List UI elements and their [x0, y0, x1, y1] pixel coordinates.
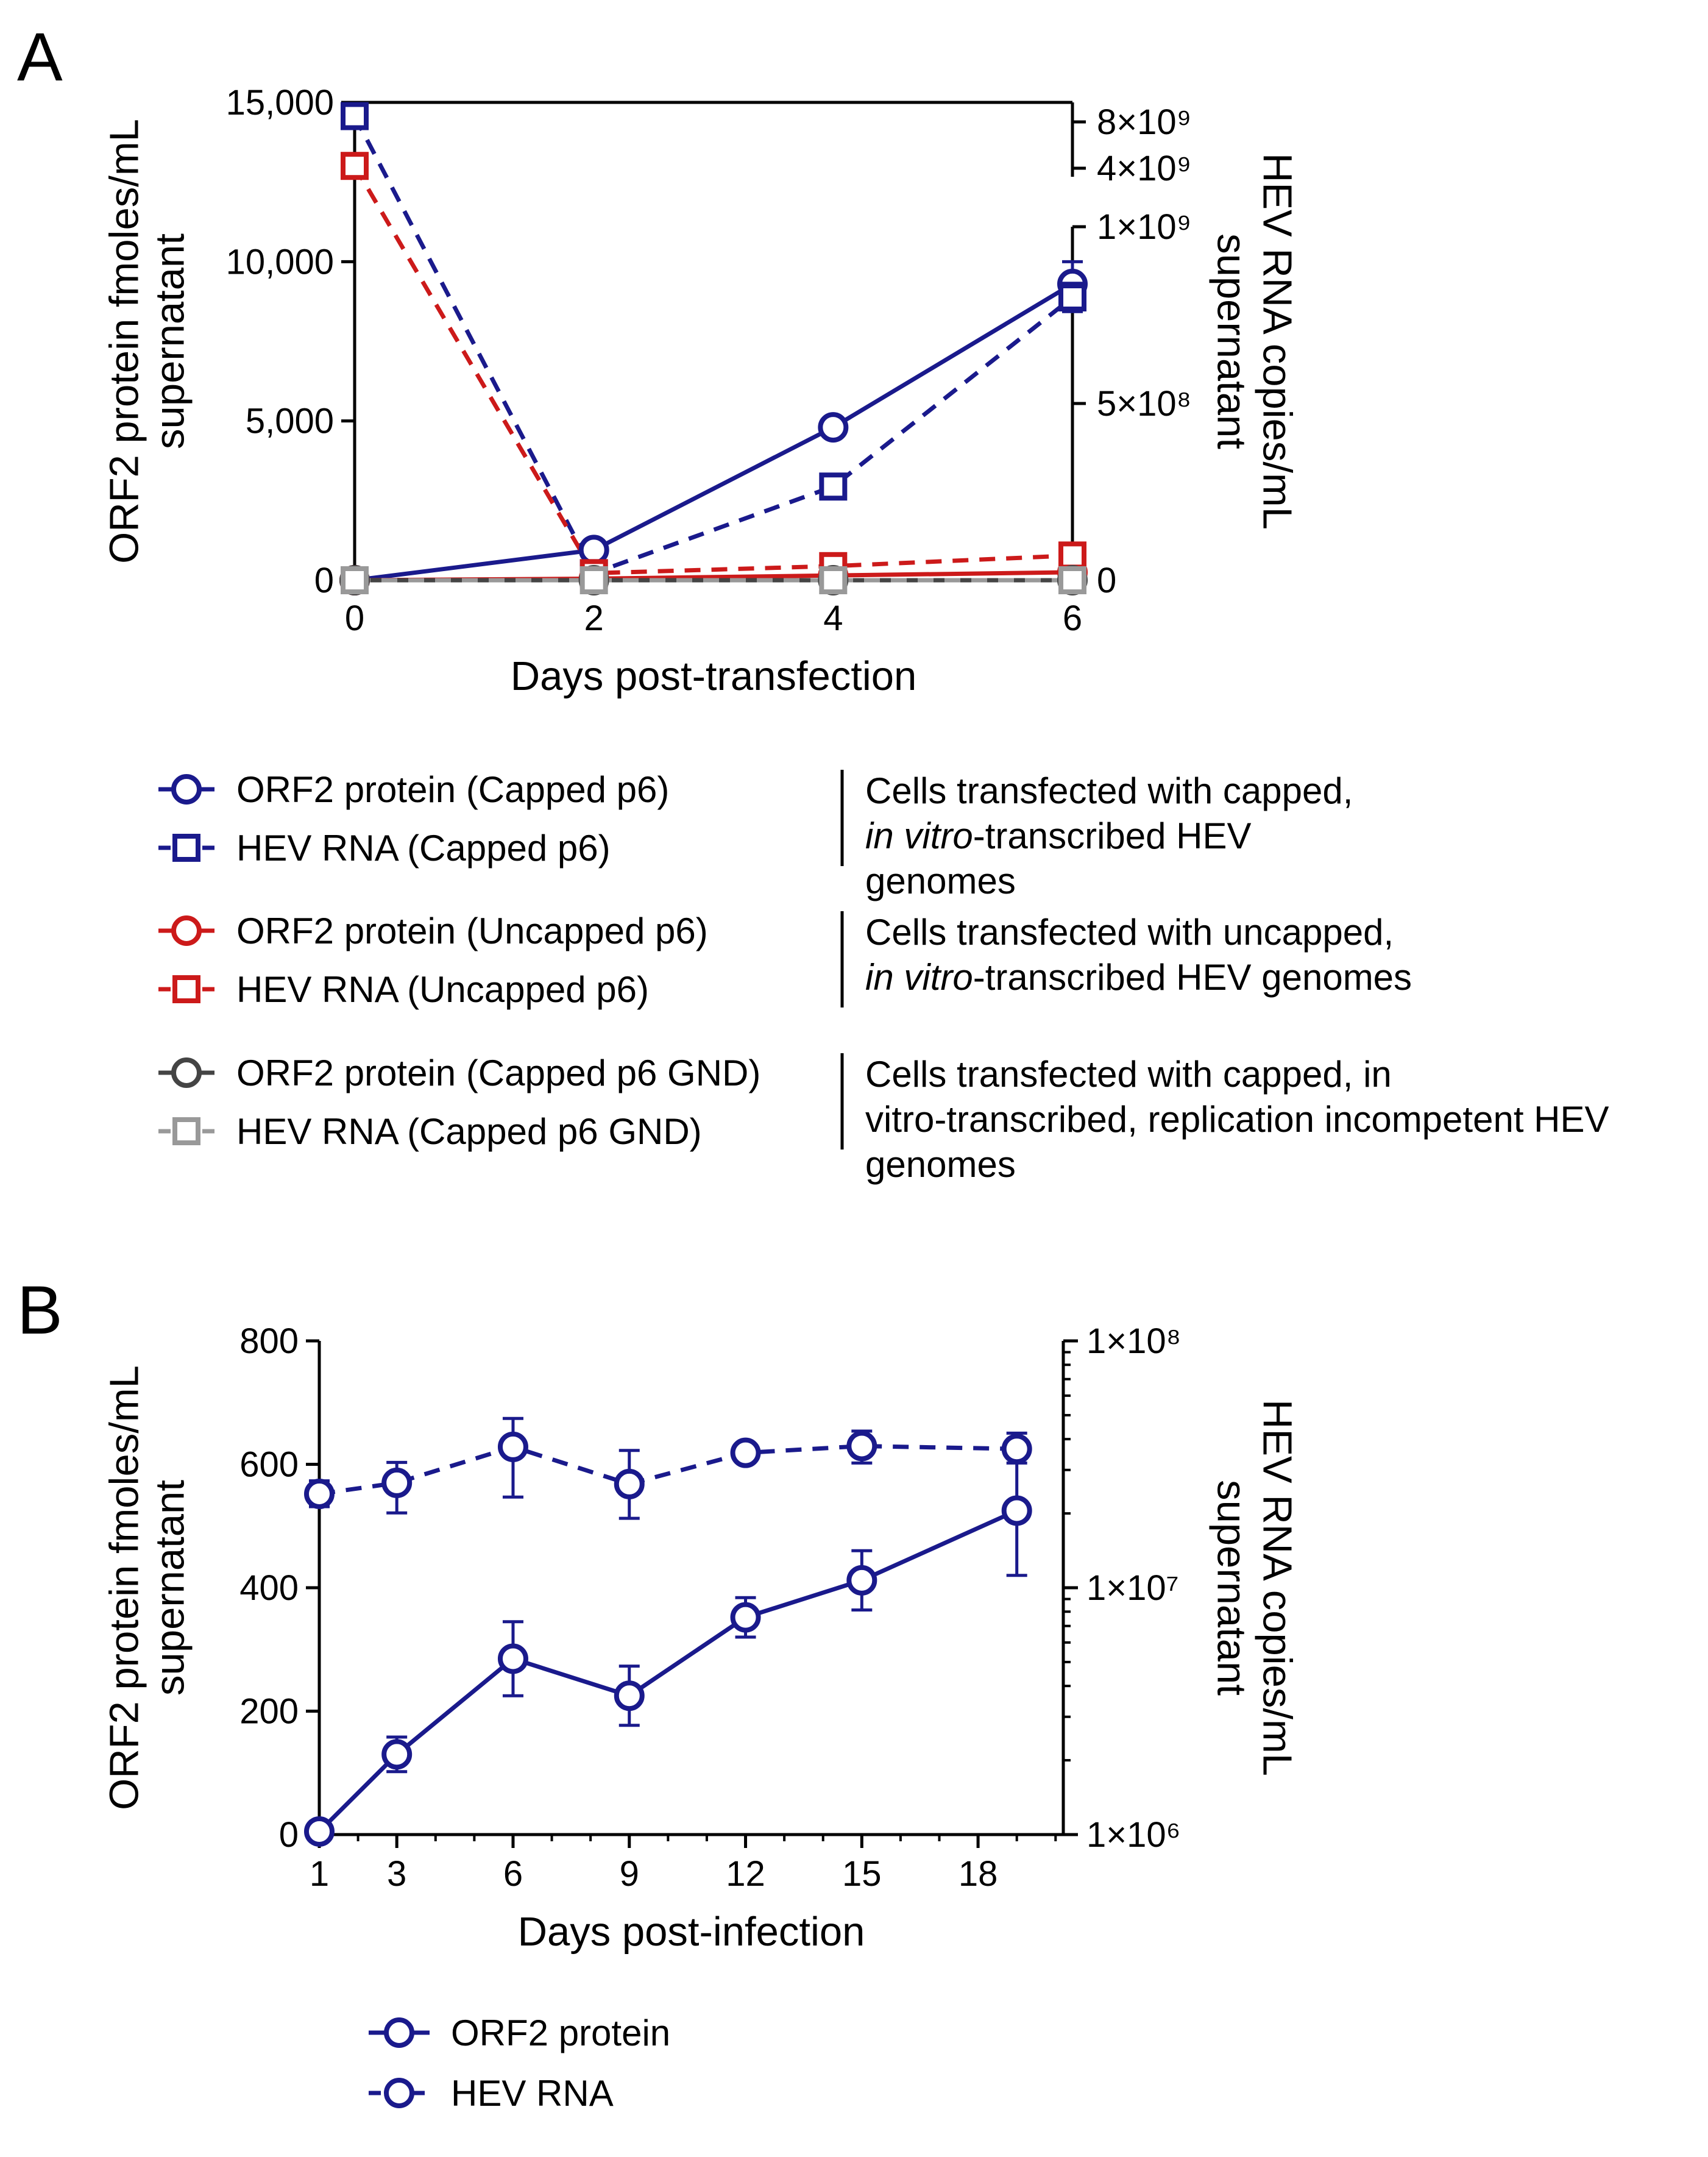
y2-tick-label-b: 1×10⁷ [1086, 1568, 1179, 1608]
data-point-b-rna [381, 1467, 413, 1498]
legend-label-a: ORF2 protein (Capped p6) [236, 769, 669, 810]
legend-marker-b [384, 2078, 414, 2108]
legend-note-a: in vitro-transcribed HEV genomes [865, 957, 1412, 998]
y-tick-label-a: 10,000 [226, 242, 334, 282]
y2-tick-label-a: 1×10⁹ [1097, 207, 1191, 247]
legend-marker-a [171, 1057, 202, 1088]
legend-label-a: HEV RNA (Uncapped p6) [236, 969, 649, 1010]
y-axis-label-a-line: supernatant [147, 233, 193, 449]
data-point-a [1058, 283, 1086, 311]
y-tick-label-b: 800 [239, 1321, 299, 1361]
x-tick-label-a: 0 [345, 599, 364, 638]
legend-note-a: genomes [865, 1144, 1016, 1185]
data-point-a [341, 566, 369, 594]
y-axis-label-b-line: ORF2 protein fmoles/mL [102, 1365, 147, 1810]
data-point-b-rna [1001, 1434, 1032, 1465]
legend-note-a: vitro-transcribed, replication incompete… [865, 1099, 1609, 1140]
data-point-a [578, 535, 609, 566]
panel-label-a: A [17, 19, 63, 95]
y-axis-label-a: ORF2 protein fmoles/mL supernatant [102, 119, 193, 564]
x-tick-label-b: 3 [387, 1854, 406, 1894]
y2-tick-label-a: 5×10⁸ [1097, 384, 1191, 424]
data-point-a [1058, 566, 1086, 594]
legend-marker-a [172, 975, 200, 1003]
series-line-a-3 [352, 165, 1073, 575]
data-point-a [1058, 541, 1086, 570]
data-point-a [579, 566, 608, 594]
y2-tick-label-a: 0 [1097, 561, 1116, 600]
x-tick-label-b: 18 [959, 1854, 998, 1894]
legend-label-a: HEV RNA (Capped p6 GND) [236, 1111, 702, 1152]
x-axis-label-a: Days post-transfection [511, 653, 917, 699]
data-point-b-rna [846, 1430, 877, 1462]
y-tick-label-b: 200 [239, 1692, 299, 1732]
data-point-b-protein [304, 1816, 335, 1847]
series-line-b-protein [317, 1508, 1018, 1833]
data-point-b-protein [497, 1643, 528, 1674]
y2-tick-label-a: 8×10⁹ [1097, 102, 1191, 142]
y-tick-label-a: 5,000 [246, 402, 334, 441]
panel-label-b: B [17, 1272, 63, 1348]
data-point-a [341, 152, 369, 180]
legend-note-a: in vitro-transcribed HEV [865, 816, 1252, 856]
y-tick-label-b: 400 [239, 1568, 299, 1608]
data-point-b-rna [497, 1431, 528, 1462]
data-point-b-rna [614, 1468, 645, 1499]
y-tick-label-a: 0 [314, 561, 334, 600]
y-tick-label-b: 0 [279, 1815, 299, 1855]
y-axis-label-b-line: supernatant [147, 1480, 193, 1696]
y2-tick-label-b: 1×10⁶ [1086, 1815, 1181, 1855]
data-point-a [818, 412, 849, 443]
legend-label-a: ORF2 protein (Uncapped p6) [236, 911, 708, 951]
legend-label-a: HEV RNA (Capped p6) [236, 828, 611, 869]
legend-note-a: genomes [865, 861, 1016, 901]
data-point-b-protein [1001, 1495, 1032, 1526]
legend-marker-a [172, 1117, 200, 1145]
x-tick-label-a: 6 [1063, 599, 1082, 638]
y2-axis-label-a-line: HEV RNA copies/mL [1254, 153, 1300, 530]
legend-marker-a [171, 915, 202, 946]
y-axis-label-a-line: ORF2 protein fmoles/mL [102, 119, 147, 564]
y-tick-label-b: 600 [239, 1445, 299, 1485]
y2-axis-label-a-line: supernatant [1208, 233, 1254, 449]
series-line-b-rna [319, 1444, 1017, 1496]
y-axis-label-b: ORF2 protein fmoles/mL supernatant [102, 1365, 193, 1810]
y2-axis-label-b-line: supernatant [1208, 1480, 1254, 1696]
y-tick-label-a: 15,000 [226, 83, 334, 123]
legend-label-a: ORF2 protein (Capped p6 GND) [236, 1053, 760, 1093]
legend-marker-a [171, 774, 202, 805]
series-line-a-0 [354, 282, 1074, 583]
x-axis-label-b: Days post-infection [518, 1909, 865, 1955]
legend-marker-a [172, 834, 200, 862]
x-tick-label-b: 1 [310, 1854, 329, 1894]
y2-axis-label-b-line: HEV RNA copies/mL [1254, 1399, 1300, 1776]
legend-label-b: HEV RNA [451, 2073, 614, 2114]
x-tick-label-b: 12 [726, 1854, 765, 1894]
legend-marker-b [384, 2017, 414, 2048]
data-point-a [341, 102, 369, 130]
x-tick-label-a: 4 [823, 599, 843, 638]
y2-tick-label-b: 1×10⁸ [1086, 1321, 1181, 1361]
legend-note-a: Cells transfected with capped, in [865, 1054, 1392, 1095]
legend-note-a: Cells transfected with capped, [865, 770, 1353, 811]
legend-note-a: Cells transfected with uncapped, [865, 912, 1394, 953]
series-line-a-1 [352, 115, 1074, 575]
data-point-a [819, 566, 848, 594]
data-point-b-rna [304, 1479, 335, 1510]
x-tick-label-b: 6 [503, 1854, 523, 1894]
x-tick-label-a: 2 [584, 599, 604, 638]
data-point-b-protein [730, 1602, 761, 1633]
x-tick-label-b: 15 [842, 1854, 882, 1894]
y2-tick-label-a: 4×10⁹ [1097, 149, 1191, 188]
data-point-b-protein [846, 1565, 877, 1596]
x-tick-label-b: 9 [620, 1854, 639, 1894]
legend-label-b: ORF2 protein [451, 2013, 670, 2053]
data-point-b-rna [730, 1437, 761, 1468]
data-point-b-protein [381, 1739, 413, 1770]
data-point-b-protein [614, 1680, 645, 1711]
data-point-a [819, 472, 848, 501]
